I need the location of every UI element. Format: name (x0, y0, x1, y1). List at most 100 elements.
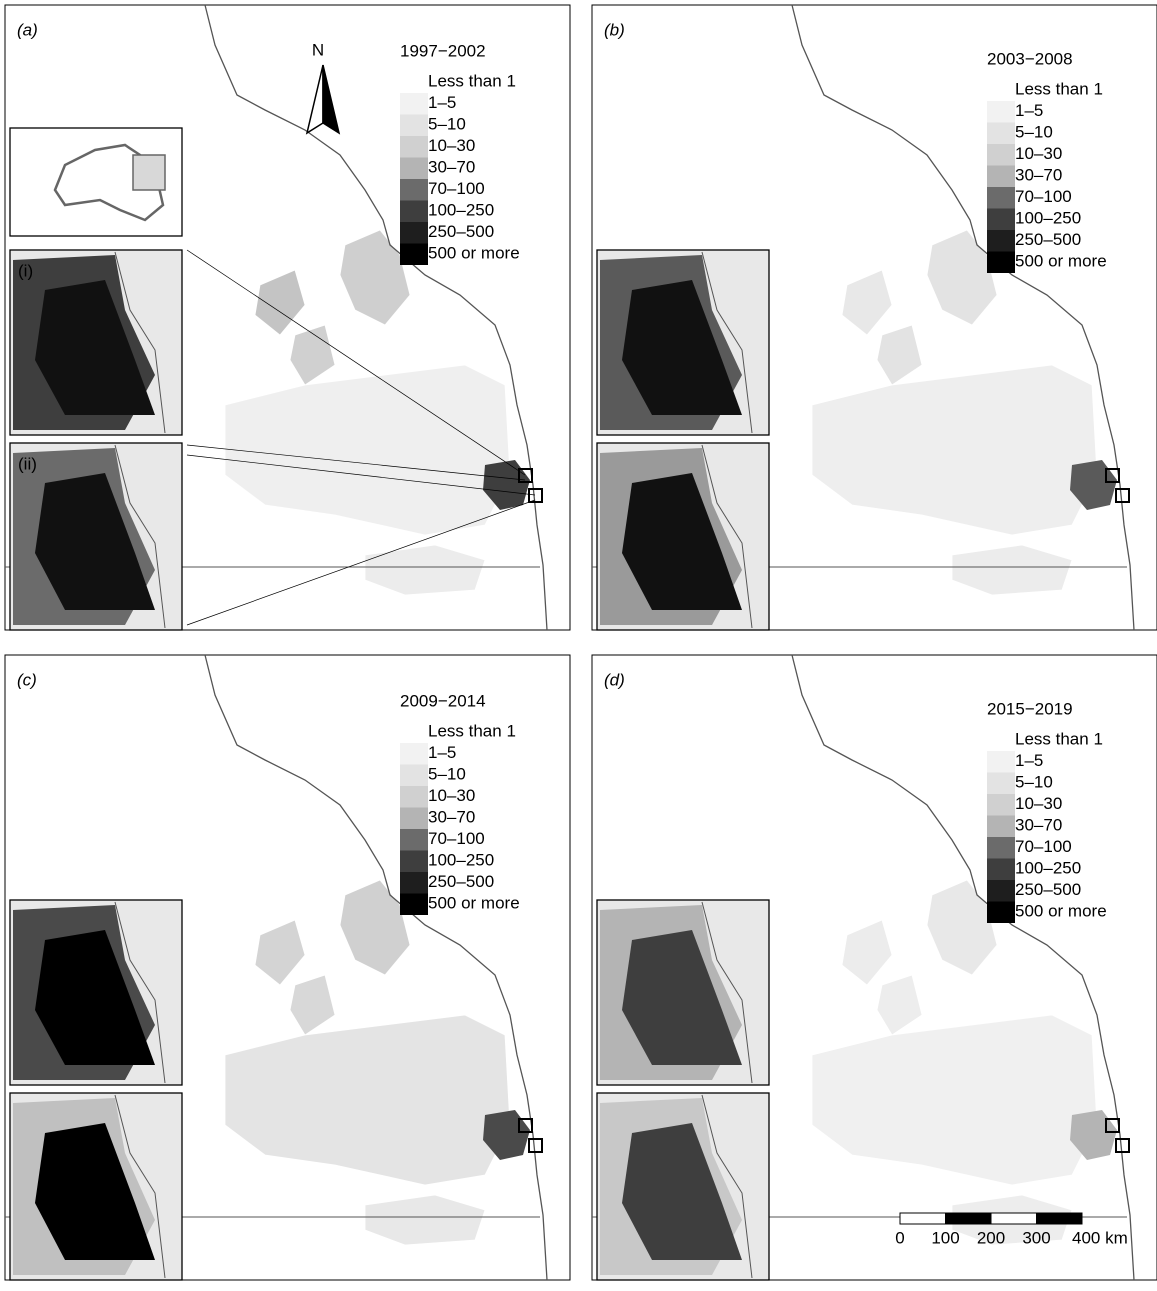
coastline (791, 654, 1135, 1281)
legend-swatch (987, 165, 1015, 187)
inset-region (622, 280, 742, 415)
legend-label: 70–100 (428, 829, 485, 848)
legend-swatch (987, 858, 1015, 880)
legend-swatch (400, 93, 428, 115)
legend-swatch (987, 729, 1015, 751)
callout-line (186, 454, 536, 496)
legend-label: 5–10 (428, 114, 466, 133)
panel-label: (a) (17, 20, 38, 39)
inset-region (622, 473, 742, 610)
legend-swatch (987, 901, 1015, 923)
legend-swatch (400, 872, 428, 894)
legend-label: 500 or more (428, 893, 520, 912)
panel-label: (b) (604, 20, 625, 39)
map-panel: (b) 2003−2008 Less than 1 1–5 5–10 10–30 30–70… (591, 4, 1157, 631)
queensland-highlight (132, 154, 166, 191)
legend-swatch (987, 79, 1015, 101)
inset-coast (114, 901, 166, 1084)
legend-swatch (987, 144, 1015, 166)
region (876, 324, 923, 386)
legend-label: 5–10 (428, 764, 466, 783)
region (876, 974, 923, 1036)
legend-swatch (400, 893, 428, 915)
inset-region (35, 1123, 155, 1260)
inset-coast (114, 444, 166, 629)
legend-label: 70–100 (428, 179, 485, 198)
legend-label: 30–70 (428, 807, 475, 826)
locator-box (1115, 1138, 1130, 1153)
legend-label: 5–10 (1015, 772, 1053, 791)
locator-box (1115, 488, 1130, 503)
inset-coast (701, 444, 753, 629)
legend-swatch (400, 157, 428, 179)
legend-swatch (400, 200, 428, 222)
region (339, 879, 411, 976)
legend-label: 500 or more (1015, 251, 1107, 270)
scale-segment (945, 1212, 992, 1225)
legend-swatch (400, 721, 428, 743)
legend-swatch (400, 136, 428, 158)
legend-swatch (987, 794, 1015, 816)
legend-swatch (987, 815, 1015, 837)
legend-label: 500 or more (428, 243, 520, 262)
legend-label: 5–10 (1015, 122, 1053, 141)
region (926, 879, 998, 976)
legend-label: Less than 1 (428, 721, 516, 740)
locator-box (1105, 468, 1120, 483)
legend-label: 70–100 (1015, 837, 1072, 856)
legend-swatch (400, 807, 428, 829)
panel-label: (d) (604, 670, 625, 689)
legend-label: 500 or more (1015, 901, 1107, 920)
inset-region (35, 473, 155, 610)
scale-label: 0 (895, 1228, 904, 1247)
legend-swatch (400, 114, 428, 136)
legend-swatch (987, 187, 1015, 209)
legend-label: 1–5 (428, 743, 456, 762)
coastline (791, 4, 1135, 631)
legend-label: 30–70 (1015, 165, 1062, 184)
inset-coast (701, 901, 753, 1084)
locator-box (528, 488, 543, 503)
map-panel: (c) 2009−2014 Less than 1 1–5 5–10 10–30 30–70… (4, 654, 571, 1281)
locator-box (1105, 1118, 1120, 1133)
legend-swatch (987, 101, 1015, 123)
legend-swatch (400, 743, 428, 765)
map-panel: (d) 2015−2019 Less than 1 1–5 5–10 10–30 30–70… (591, 654, 1157, 1281)
scale-label: 200 (977, 1228, 1005, 1247)
inset-region (35, 280, 155, 415)
legend-label: 70–100 (1015, 187, 1072, 206)
scale-label: 100 (931, 1228, 959, 1247)
legend-label: 1–5 (1015, 101, 1043, 120)
region (364, 544, 486, 596)
inset-label: (ii) (18, 454, 37, 473)
callout-line (186, 249, 526, 476)
legend-label: 30–70 (428, 157, 475, 176)
inset-coast (114, 251, 166, 434)
region (926, 229, 998, 326)
legend-label: 250–500 (428, 222, 494, 241)
legend-label: 250–500 (1015, 230, 1081, 249)
legend-swatch (987, 837, 1015, 859)
region (364, 1194, 486, 1246)
panel-label: (c) (17, 670, 37, 689)
inset-region (35, 930, 155, 1065)
legend-label: 10–30 (428, 136, 475, 155)
legend-swatch (400, 71, 428, 93)
legend-label: 100–250 (1015, 858, 1081, 877)
scale-label: 400 km (1072, 1228, 1128, 1247)
legend-swatch (400, 829, 428, 851)
scale-segment (899, 1212, 946, 1225)
region (951, 544, 1073, 596)
legend-label: 100–250 (1015, 208, 1081, 227)
coastline (204, 654, 548, 1281)
scale-segment (990, 1212, 1037, 1225)
legend-swatch (987, 251, 1015, 273)
legend-label: 100–250 (428, 200, 494, 219)
inset-label: (i) (18, 261, 33, 280)
legend-title: 2009−2014 (400, 691, 486, 710)
scale-segment (1036, 1212, 1083, 1225)
north-label: N (312, 40, 324, 59)
legend-label: 10–30 (1015, 794, 1062, 813)
region (289, 974, 336, 1036)
